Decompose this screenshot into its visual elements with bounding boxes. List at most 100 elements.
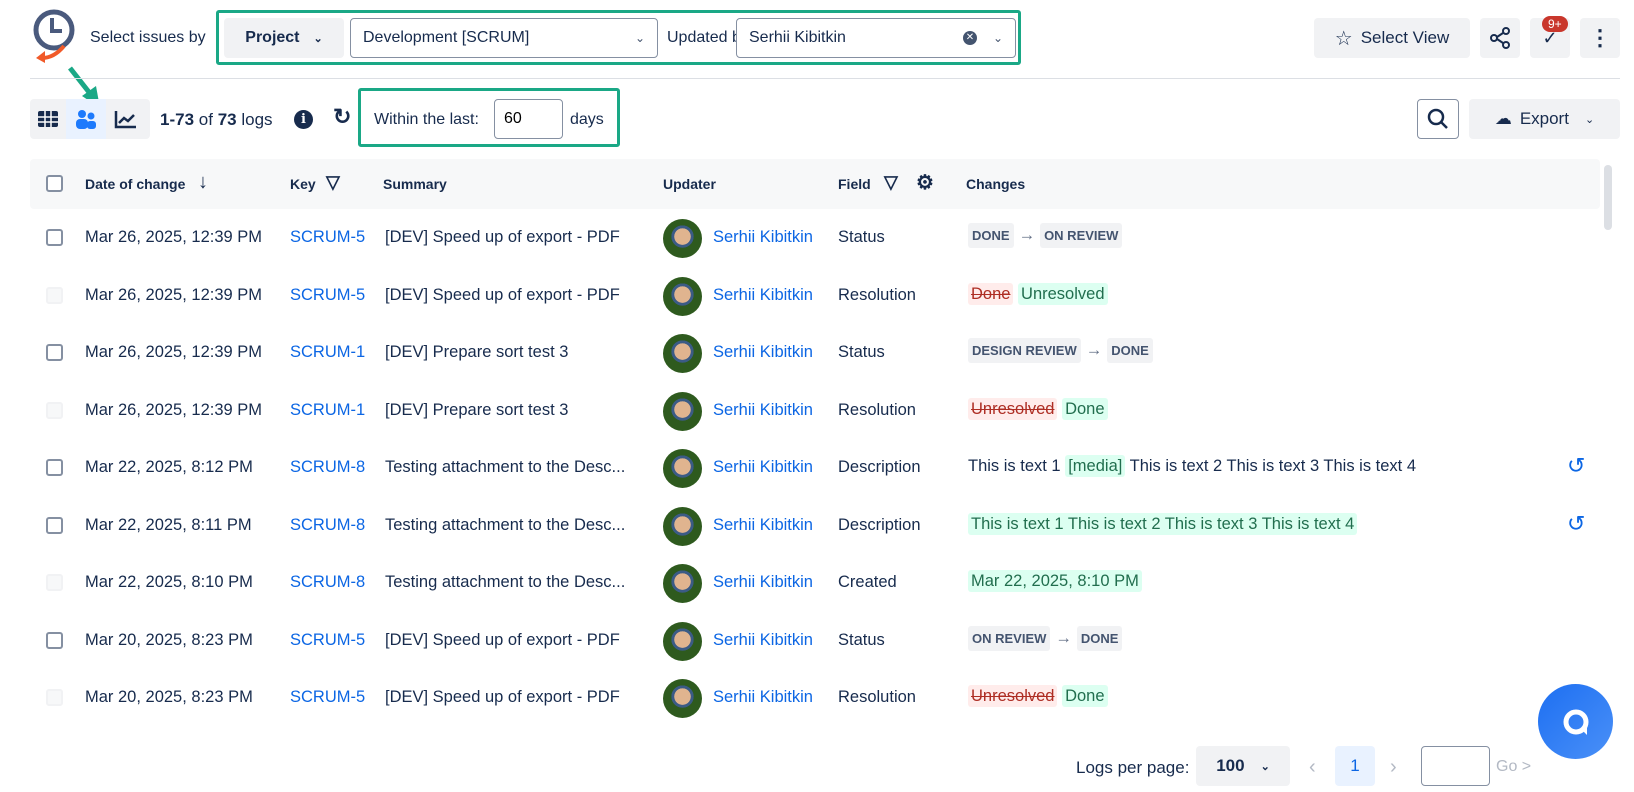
chart-view-button[interactable] (106, 99, 146, 139)
new-value: Done (1062, 685, 1108, 707)
updater-link[interactable]: Serhii Kibitkin (713, 228, 813, 246)
updater-link[interactable]: Serhii Kibitkin (713, 343, 813, 361)
issue-key-link[interactable]: SCRUM-1 (290, 343, 366, 361)
issue-key-link[interactable]: SCRUM-8 (290, 515, 366, 534)
chevron-down-icon: ⌄ (313, 32, 323, 45)
updated-by-value: Serhii Kibitkin (749, 29, 846, 46)
issue-key-link[interactable]: SCRUM-5 (290, 688, 366, 706)
notifications-button[interactable]: ✓ 9+ (1530, 16, 1570, 58)
issue-key-link[interactable]: SCRUM-5 (290, 630, 366, 649)
issue-key-link[interactable]: SCRUM-5 (290, 285, 366, 304)
export-button[interactable]: ☁ Export ⌄ (1469, 99, 1620, 139)
changes-cell: Unresolved Done (968, 397, 1108, 420)
row-checkbox (46, 286, 63, 304)
new-value: Mar 22, 2025, 8:10 PM (968, 570, 1142, 592)
chat-fab[interactable] (1538, 684, 1613, 759)
prev-page-button[interactable]: ‹ (1309, 756, 1316, 778)
go-button[interactable]: Go > (1496, 758, 1532, 775)
next-page-button[interactable]: › (1390, 756, 1397, 778)
filter-icon[interactable]: ▽ (884, 172, 898, 192)
page-1-button[interactable]: 1 (1335, 746, 1375, 786)
field-cell: Created (838, 573, 897, 591)
table-row: Mar 26, 2025, 12:39 PM SCRUM-5 [DEV] Spe… (30, 209, 1600, 266)
select-view-button[interactable]: ☆ Select View (1314, 18, 1470, 58)
divider (30, 78, 1620, 79)
row-checkbox[interactable] (46, 229, 63, 246)
go-to-page-input[interactable] (1421, 746, 1490, 786)
info-icon[interactable]: i (294, 110, 313, 129)
summary-cell: [DEV] Speed up of export - PDF (385, 285, 620, 304)
revert-icon[interactable]: ↺ (1567, 453, 1586, 478)
updater-link[interactable]: Serhii Kibitkin (713, 515, 813, 534)
row-checkbox[interactable] (46, 344, 63, 361)
refresh-icon[interactable]: ↻ (333, 104, 352, 129)
updater-link[interactable]: Serhii Kibitkin (713, 458, 813, 476)
issue-key-link[interactable]: SCRUM-8 (290, 458, 366, 476)
table-row: Mar 26, 2025, 12:39 PM SCRUM-5 [DEV] Spe… (30, 267, 1600, 324)
new-value: Unresolved (1018, 282, 1108, 305)
chat-icon (1563, 709, 1588, 735)
chevron-down-icon: ⌄ (634, 31, 645, 45)
summary-cell: Testing attachment to the Desc... (385, 515, 626, 534)
updated-by-select[interactable]: Serhii Kibitkin ✕ ⌄ (736, 18, 1016, 58)
updater-link[interactable]: Serhii Kibitkin (713, 400, 813, 419)
sort-desc-icon[interactable]: ↓ (198, 171, 208, 193)
avatar (663, 506, 702, 546)
field-cell: Status (838, 630, 885, 649)
notification-badge: 9+ (1542, 16, 1568, 32)
project-type-select[interactable]: Project ⌄ (224, 18, 344, 58)
column-summary: Summary (383, 176, 447, 192)
search-button[interactable] (1417, 99, 1459, 139)
date-cell: Mar 22, 2025, 8:12 PM (85, 458, 253, 476)
avatar (663, 621, 702, 661)
column-date[interactable]: Date of change (85, 176, 186, 192)
row-checkbox[interactable] (46, 516, 63, 534)
table-row: Mar 22, 2025, 8:11 PM SCRUM-8 Testing at… (30, 497, 1600, 554)
changes-cell: DESIGN REVIEW → DONE (968, 338, 1153, 363)
table-row: Mar 26, 2025, 12:39 PM SCRUM-1 [DEV] Pre… (30, 382, 1600, 439)
revert-icon[interactable]: ↺ (1567, 510, 1586, 536)
column-field: Field (838, 176, 871, 192)
updater-link[interactable]: Serhii Kibitkin (713, 688, 813, 706)
app-logo (30, 6, 80, 66)
updater-link[interactable]: Serhii Kibitkin (713, 285, 813, 304)
summary-cell: [DEV] Speed up of export - PDF (385, 228, 620, 246)
select-all-checkbox[interactable] (46, 175, 63, 192)
within-label: Within the last: (374, 111, 479, 128)
table-view-button[interactable] (30, 99, 66, 139)
days-label: days (570, 111, 604, 128)
scrollbar[interactable] (1604, 165, 1612, 230)
clear-icon[interactable]: ✕ (962, 31, 977, 45)
date-cell: Mar 26, 2025, 12:39 PM (85, 285, 263, 304)
avatar (663, 276, 702, 316)
avatar (663, 449, 702, 488)
sliders-icon[interactable]: ⚙ (916, 172, 934, 194)
avatar (663, 334, 702, 373)
changes-cell: This is text 1 [media] This is text 2 Th… (968, 455, 1416, 477)
more-vertical-icon: ⋮ (1589, 25, 1611, 50)
summary-cell: Testing attachment to the Desc... (385, 573, 626, 591)
field-cell: Resolution (838, 400, 916, 419)
share-button[interactable] (1480, 18, 1520, 58)
updater-link[interactable]: Serhii Kibitkin (713, 630, 813, 649)
per-page-value: 100 (1216, 756, 1245, 775)
per-page-select[interactable]: 100 ⌄ (1196, 746, 1290, 786)
cloud-download-icon: ☁ (1494, 109, 1512, 128)
bell-icon: ✓ (1542, 27, 1558, 48)
issue-key-link[interactable]: SCRUM-1 (290, 400, 366, 419)
avatar (663, 679, 702, 718)
more-options-button[interactable]: ⋮ (1580, 18, 1620, 58)
per-page-label: Logs per page: (1076, 758, 1190, 777)
page-number: 1 (1350, 756, 1360, 775)
issue-key-link[interactable]: SCRUM-8 (290, 573, 366, 591)
field-cell: Description (838, 458, 921, 476)
updater-link[interactable]: Serhii Kibitkin (713, 573, 813, 591)
row-checkbox[interactable] (46, 631, 63, 649)
row-checkbox[interactable] (46, 459, 63, 476)
days-input[interactable] (494, 99, 563, 139)
filter-icon[interactable]: ▽ (326, 172, 340, 192)
project-select[interactable]: Development [SCRUM] ⌄ (350, 18, 658, 58)
user-view-button[interactable] (66, 99, 106, 139)
issue-key-link[interactable]: SCRUM-5 (290, 228, 366, 246)
field-cell: Resolution (838, 688, 916, 706)
